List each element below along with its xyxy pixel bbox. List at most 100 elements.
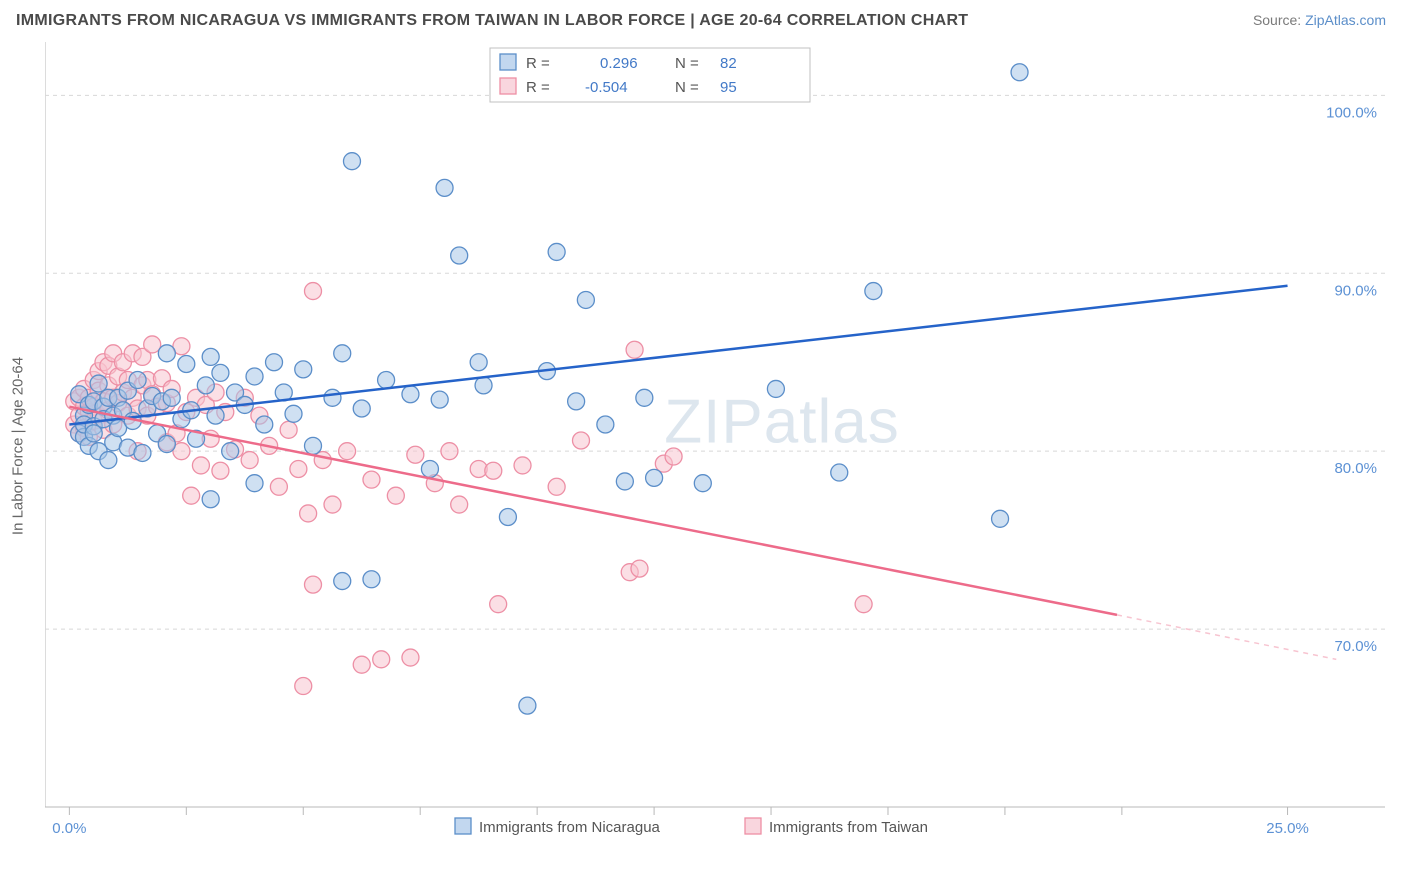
chart-container: IMMIGRANTS FROM NICARAGUA VS IMMIGRANTS … — [0, 0, 1406, 892]
x-tick-label: 25.0% — [1266, 820, 1309, 837]
data-point-nicaragua — [694, 475, 711, 492]
legend-label-taiwan: Immigrants from Taiwan — [769, 819, 928, 836]
source-link[interactable]: ZipAtlas.com — [1305, 12, 1386, 28]
y-tick-label: 70.0% — [1334, 638, 1377, 655]
correlation-n-value-taiwan: 95 — [720, 79, 737, 96]
data-point-nicaragua — [334, 573, 351, 590]
data-point-nicaragua — [324, 389, 341, 406]
data-point-nicaragua — [646, 469, 663, 486]
regression-line-taiwan — [69, 407, 1117, 615]
data-point-nicaragua — [421, 460, 438, 477]
data-point-taiwan — [514, 457, 531, 474]
watermark: ZIPatlas — [664, 387, 899, 456]
data-point-taiwan — [295, 678, 312, 695]
data-point-nicaragua — [363, 571, 380, 588]
data-point-nicaragua — [343, 153, 360, 170]
data-point-nicaragua — [831, 464, 848, 481]
data-point-taiwan — [373, 651, 390, 668]
regression-line-taiwan-extrapolated — [1117, 615, 1336, 659]
y-tick-label: 100.0% — [1326, 104, 1377, 121]
data-point-taiwan — [548, 478, 565, 495]
data-point-nicaragua — [378, 372, 395, 389]
data-point-nicaragua — [178, 356, 195, 373]
data-point-nicaragua — [197, 377, 214, 394]
data-point-taiwan — [305, 576, 322, 593]
y-tick-label: 90.0% — [1334, 282, 1377, 299]
data-point-nicaragua — [470, 354, 487, 371]
correlation-swatch-nicaragua — [500, 54, 516, 70]
y-axis-label: In Labor Force | Age 20-64 — [10, 357, 27, 535]
chart-title: IMMIGRANTS FROM NICARAGUA VS IMMIGRANTS … — [16, 12, 968, 30]
data-point-nicaragua — [305, 437, 322, 454]
data-point-nicaragua — [436, 179, 453, 196]
data-point-taiwan — [144, 336, 161, 353]
data-point-taiwan — [241, 452, 258, 469]
data-point-nicaragua — [499, 509, 516, 526]
data-point-nicaragua — [202, 491, 219, 508]
data-point-taiwan — [305, 283, 322, 300]
data-point-taiwan — [324, 496, 341, 513]
data-point-nicaragua — [597, 416, 614, 433]
data-point-taiwan — [407, 446, 424, 463]
source-label: Source: ZipAtlas.com — [1253, 12, 1386, 28]
data-point-taiwan — [631, 560, 648, 577]
source-prefix: Source: — [1253, 12, 1305, 28]
data-point-nicaragua — [451, 247, 468, 264]
data-point-taiwan — [855, 596, 872, 613]
data-point-nicaragua — [431, 391, 448, 408]
y-tick-label: 80.0% — [1334, 460, 1377, 477]
data-point-nicaragua — [212, 364, 229, 381]
data-point-nicaragua — [100, 452, 117, 469]
data-point-taiwan — [363, 471, 380, 488]
data-point-nicaragua — [285, 405, 302, 422]
legend-label-nicaragua: Immigrants from Nicaragua — [479, 819, 661, 836]
data-point-nicaragua — [134, 444, 151, 461]
data-point-nicaragua — [548, 243, 565, 260]
data-point-nicaragua — [577, 291, 594, 308]
data-point-nicaragua — [202, 348, 219, 365]
data-point-taiwan — [665, 448, 682, 465]
correlation-r-label: R = — [526, 79, 550, 96]
data-point-nicaragua — [568, 393, 585, 410]
correlation-r-value-taiwan: -0.504 — [585, 79, 628, 96]
correlation-r-label: R = — [526, 55, 550, 72]
correlation-r-value-nicaragua: 0.296 — [600, 55, 638, 72]
data-point-taiwan — [290, 460, 307, 477]
data-point-nicaragua — [266, 354, 283, 371]
correlation-n-label: N = — [675, 55, 699, 72]
data-point-nicaragua — [222, 443, 239, 460]
data-point-taiwan — [485, 462, 502, 479]
data-point-taiwan — [353, 656, 370, 673]
data-point-nicaragua — [256, 416, 273, 433]
data-point-taiwan — [270, 478, 287, 495]
data-point-nicaragua — [163, 389, 180, 406]
data-point-nicaragua — [295, 361, 312, 378]
data-point-nicaragua — [475, 377, 492, 394]
data-point-nicaragua — [158, 345, 175, 362]
data-point-nicaragua — [636, 389, 653, 406]
data-point-nicaragua — [353, 400, 370, 417]
data-point-taiwan — [490, 596, 507, 613]
scatter-chart: 70.0%80.0%90.0%100.0%0.0%25.0%ZIPatlasR … — [45, 42, 1385, 842]
data-point-nicaragua — [129, 372, 146, 389]
data-point-nicaragua — [334, 345, 351, 362]
data-point-nicaragua — [246, 475, 263, 492]
data-point-nicaragua — [865, 283, 882, 300]
data-point-taiwan — [626, 341, 643, 358]
data-point-taiwan — [402, 649, 419, 666]
data-point-taiwan — [451, 496, 468, 513]
data-point-nicaragua — [767, 380, 784, 397]
data-point-nicaragua — [616, 473, 633, 490]
data-point-taiwan — [441, 443, 458, 460]
data-point-taiwan — [212, 462, 229, 479]
data-point-taiwan — [192, 457, 209, 474]
data-point-nicaragua — [1011, 64, 1028, 81]
correlation-n-value-nicaragua: 82 — [720, 55, 737, 72]
data-point-taiwan — [280, 421, 297, 438]
data-point-taiwan — [300, 505, 317, 522]
data-point-nicaragua — [402, 386, 419, 403]
correlation-n-label: N = — [675, 79, 699, 96]
data-point-taiwan — [183, 487, 200, 504]
legend-swatch-taiwan — [745, 818, 761, 834]
data-point-taiwan — [387, 487, 404, 504]
